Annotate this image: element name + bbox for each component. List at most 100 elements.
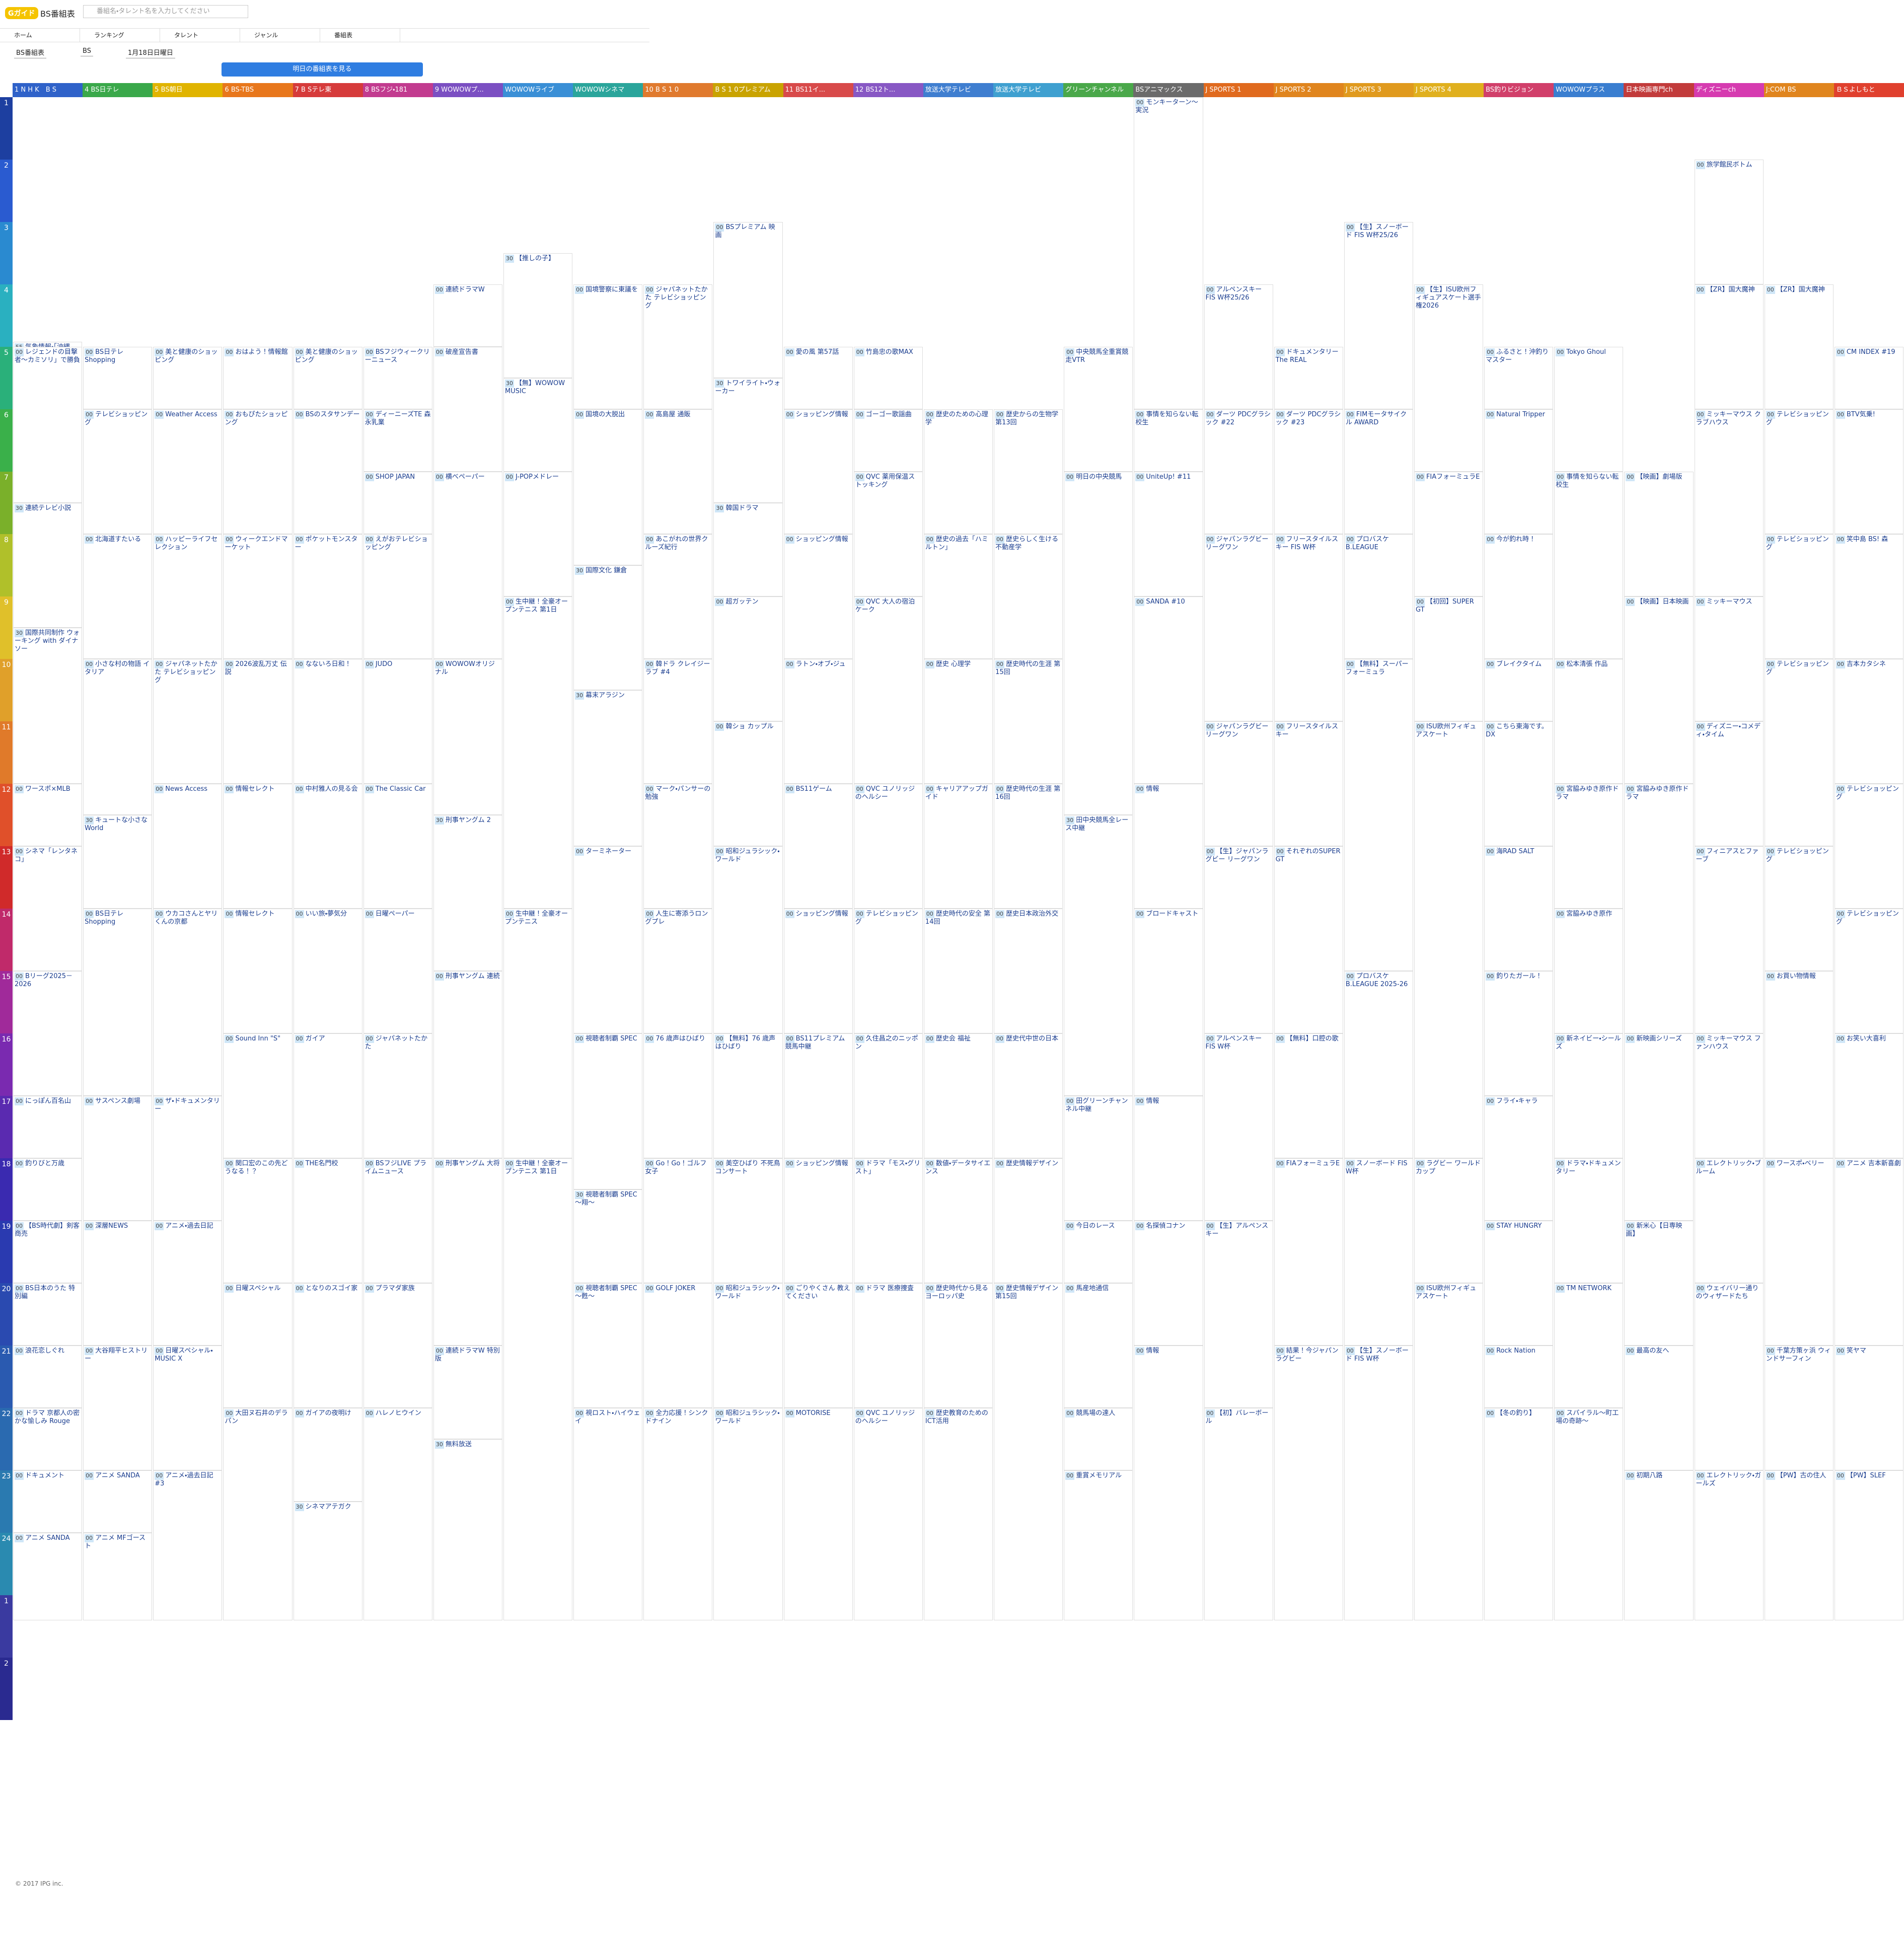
program[interactable]: 00 JUDO (363, 659, 432, 784)
program[interactable]: 00 ウェイバリー通りのウィザードたち (1694, 1283, 1764, 1470)
program[interactable]: 00 【BS時代劇】剣客商売 (13, 1221, 83, 1283)
program[interactable]: 00 釣りたガール！ (1484, 971, 1554, 1096)
program-title[interactable]: シネマ「レンタネコ」 (15, 848, 78, 863)
program-title[interactable]: キャリアアップガイド (925, 785, 988, 801)
program-title[interactable]: 竹島忠の歌MAX (865, 348, 913, 356)
program[interactable]: 00 刑事ヤングム 連続 (433, 971, 503, 1158)
program-title[interactable]: ウカコさんとヤリくんの京都 (155, 910, 218, 926)
program[interactable]: 00 大田ヌ石井のデラパン (223, 1408, 292, 1620)
select[interactable]: 1月18日日曜日 (126, 46, 175, 58)
program[interactable]: 00 アニメ SANDA (13, 1533, 83, 1620)
program[interactable]: 30 視聴者制覇 SPEC～翔～ (573, 1189, 643, 1283)
channel-name[interactable]: 日本映画専門ch (1624, 83, 1694, 97)
program-title[interactable]: マーク・パンサーの勉強 (645, 785, 711, 801)
program[interactable]: 00 ミッキーマウス ファンハウス (1694, 1033, 1764, 1158)
program[interactable]: 00 浪花恋しぐれ (13, 1346, 83, 1408)
channel-name[interactable]: WOWOWシネマ (573, 83, 643, 97)
program-title[interactable]: 横べペーパー (445, 473, 485, 481)
program-title[interactable]: ISU欧州フィギュアスケート (1415, 1285, 1477, 1300)
program[interactable]: 00 視ロスト・ハイウェイ (573, 1408, 643, 1620)
program[interactable]: 00 宮脇みゆき原作ドラマ (1624, 784, 1694, 1033)
program-title[interactable]: 生中継！全豪オープンテニス 第1日 (505, 598, 568, 614)
program-title[interactable]: 歴史らしく生ける不動産学 (995, 536, 1059, 551)
program[interactable]: 00 Go！Go！ゴルフ女子 (643, 1158, 713, 1283)
program-title[interactable]: 今が釣れ時！ (1496, 536, 1536, 543)
program[interactable]: 00 スノーボード FIS W杯 (1344, 1158, 1413, 1346)
program-title[interactable]: 【冬の釣り】 (1496, 1409, 1536, 1417)
nav-item[interactable]: 番組表 (320, 29, 400, 42)
program-title[interactable]: テレビショッピング (1766, 536, 1829, 551)
program[interactable]: 00 視聴者制覇 SPEC～甦～ (573, 1283, 643, 1408)
program[interactable]: 00 スパイラル～町工場の奇跡～ (1554, 1408, 1624, 1620)
program[interactable]: 00 【ZR】国大魔神 (1694, 284, 1764, 409)
program-title[interactable]: 釣りびと万歳 (25, 1160, 65, 1167)
program[interactable]: 00 新映画シリーズ (1624, 1033, 1694, 1221)
search-box[interactable]: 番組名・タレント名を入力してください (83, 5, 248, 18)
channel-name[interactable]: WOWOWプラス (1554, 83, 1624, 97)
program[interactable]: 00 THE名門校 (293, 1158, 362, 1283)
program-title[interactable]: 昭和ジュラシック・ワールド (715, 848, 780, 863)
program-title[interactable]: いい旅・夢気分 (305, 910, 347, 918)
select[interactable]: BS番組表 (14, 46, 46, 58)
program-title[interactable]: 新米心【日専映画】 (1626, 1222, 1682, 1238)
program[interactable]: 00 STAY HUNGRY (1484, 1221, 1554, 1346)
program-title[interactable]: 宮脇みゆき原作ドラマ (1556, 785, 1619, 801)
program-title[interactable]: にっぽん百名山 (25, 1097, 71, 1105)
program[interactable]: 00 おはよう！情報館 (223, 347, 292, 409)
program-title[interactable]: ジャパンラグビー リーグワン (1205, 536, 1269, 551)
program[interactable]: 00 QVC 薬用保温ストッキング (853, 472, 923, 596)
program[interactable]: 00 BS11ゲーム (783, 784, 853, 909)
program[interactable]: 00 プロバスケ B.LEAGUE 2025-26 (1344, 971, 1413, 1158)
program[interactable]: 00 【生】スノーボード FIS W杯25/26 (1344, 222, 1413, 409)
program[interactable]: 00 歴史のための心理学 (923, 409, 993, 534)
program[interactable]: 00 情報 (1134, 1096, 1203, 1221)
program-title[interactable]: Rock Nation (1496, 1347, 1535, 1355)
program-title[interactable]: ハッピーライフセレクション (155, 536, 218, 551)
program[interactable]: 00 テレビショッピング (1834, 909, 1903, 1033)
program-title[interactable]: 宮脇みゆき原作ドラマ (1626, 785, 1689, 801)
program[interactable]: 00 フィニアスとファーブ (1694, 846, 1764, 1033)
program-title[interactable]: あこがれの世界クルーズ紀行 (645, 536, 708, 551)
program-title[interactable]: 今日のレース (1076, 1222, 1115, 1230)
program-title[interactable]: 【無料】口腔の歌 (1286, 1035, 1339, 1042)
program[interactable]: 00 えがおテレビショッピング (363, 534, 432, 659)
program[interactable]: 00 【ZR】国大魔神 (1764, 284, 1834, 409)
program[interactable]: 00 歴史日本政治外交 (994, 909, 1063, 1033)
program-title[interactable]: 新ネイビー・シールズ (1556, 1035, 1621, 1051)
program-title[interactable]: 競馬場の達人 (1076, 1409, 1116, 1417)
program-title[interactable]: 日曜スペシャル (235, 1285, 281, 1292)
program[interactable]: 30 トワイライト・ウォーカー (713, 378, 783, 503)
program-title[interactable]: ターミネーター (585, 848, 632, 855)
program[interactable]: 00 【PW】SLEF (1834, 1470, 1903, 1620)
program[interactable]: 00 刑事ヤングム 大将 (433, 1158, 503, 1346)
program[interactable]: 00 情報セレクト (223, 909, 292, 1033)
program[interactable]: 30 連続テレビ小説 (13, 503, 83, 628)
program[interactable]: 00 プラマダ家族 (363, 1283, 432, 1408)
program-title[interactable]: 韓ショ カップル (725, 723, 774, 730)
program[interactable]: 00 旅学館民ボトム (1694, 160, 1764, 284)
program-title[interactable]: Sound Inn "S" (235, 1035, 281, 1042)
program-title[interactable]: ドラマ 医療捜査 (865, 1285, 914, 1292)
program-title[interactable]: ラグビー ワールドカップ (1415, 1160, 1481, 1175)
program-title[interactable]: テレビショッピング (1836, 785, 1899, 801)
program[interactable]: 00 ブロードキャスト (1134, 909, 1203, 1096)
program-title[interactable]: サスペンス劇場 (95, 1097, 140, 1105)
program-title[interactable]: FIMモータサイクル AWARD (1345, 411, 1407, 426)
program-title[interactable]: 新映画シリーズ (1636, 1035, 1682, 1042)
program-title[interactable]: 歴史日本政治外交 (1006, 910, 1059, 918)
program-title[interactable]: ジャパネットたかた テレビショッピング (645, 286, 708, 310)
program[interactable]: 00 歴史 心理学 (923, 659, 993, 784)
program-title[interactable]: ごりやくさん 教えてください (785, 1285, 850, 1300)
program-title[interactable]: ショッピング情報 (795, 910, 848, 918)
program[interactable]: 00 昭和ジュラシック・ワールド (713, 1408, 783, 1620)
program-title[interactable]: 国境の大脱出 (585, 411, 625, 418)
program[interactable]: 00 歴史からの生物学 第13回 (994, 409, 1063, 534)
program[interactable]: 00 ガイア (293, 1033, 362, 1158)
program-title[interactable]: ドキュメント (25, 1472, 65, 1479)
program[interactable]: 30 刑事ヤングム 2 (433, 815, 503, 971)
program-title[interactable]: となりのスゴイ家 (305, 1285, 358, 1292)
program[interactable]: 00 ハレノヒウイン (363, 1408, 432, 1620)
program-title[interactable]: 76 歳声はひばり (655, 1035, 706, 1042)
program[interactable]: 00 愛の風 第57話 (783, 347, 853, 409)
program-title[interactable]: 【生】アルペンスキー (1205, 1222, 1269, 1238)
